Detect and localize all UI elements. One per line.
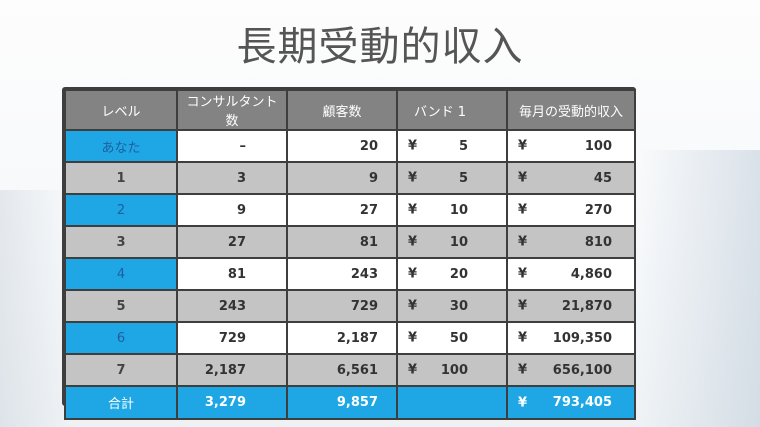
total-income-cell: ¥793,405 xyxy=(506,385,636,420)
consultants-cell: 27 xyxy=(176,225,288,259)
consultants-cell: – xyxy=(176,129,288,163)
level-cell: 7 xyxy=(64,353,178,387)
income-amount: 21,870 xyxy=(561,298,612,314)
yen-symbol: ¥ xyxy=(518,202,528,218)
band-cell: ¥10 xyxy=(396,193,508,227)
total-income-amount: 793,405 xyxy=(552,395,612,410)
table-row: あなた – 20 ¥5 ¥100 xyxy=(64,129,636,163)
consultants-cell: 81 xyxy=(176,257,288,291)
band-cell: ¥5 xyxy=(396,129,508,163)
band-amount: 5 xyxy=(458,138,468,154)
income-amount: 100 xyxy=(584,138,612,154)
consultants-cell: 729 xyxy=(176,321,288,355)
yen-symbol: ¥ xyxy=(408,138,418,154)
level-cell: 2 xyxy=(64,193,178,227)
total-label: 合計 xyxy=(64,385,178,420)
level-cell: あなた xyxy=(64,129,178,163)
band-amount: 100 xyxy=(440,362,468,378)
background-shade-right xyxy=(640,150,760,427)
band-amount: 5 xyxy=(458,170,468,186)
table-row: 4 81 243 ¥20 ¥4,860 xyxy=(64,257,636,291)
income-cell: ¥810 xyxy=(506,225,636,259)
customers-cell: 729 xyxy=(286,289,398,323)
income-cell: ¥4,860 xyxy=(506,257,636,291)
total-consultants: 3,279 xyxy=(176,385,288,420)
yen-symbol: ¥ xyxy=(518,266,528,282)
income-amount: 810 xyxy=(584,234,612,250)
consultants-cell: 2,187 xyxy=(176,353,288,387)
yen-symbol: ¥ xyxy=(518,330,528,346)
income-cell: ¥21,870 xyxy=(506,289,636,323)
total-band-empty xyxy=(396,385,508,420)
yen-symbol: ¥ xyxy=(408,202,418,218)
table-row: 1 3 9 ¥5 ¥45 xyxy=(64,161,636,195)
yen-symbol: ¥ xyxy=(518,138,528,154)
income-cell: ¥656,100 xyxy=(506,353,636,387)
table-row: 2 9 27 ¥10 ¥270 xyxy=(64,193,636,227)
consultants-cell: 243 xyxy=(176,289,288,323)
band-cell: ¥100 xyxy=(396,353,508,387)
customers-cell: 243 xyxy=(286,257,398,291)
background-shade-left xyxy=(0,190,70,427)
band-cell: ¥50 xyxy=(396,321,508,355)
level-cell: 3 xyxy=(64,225,178,259)
yen-symbol: ¥ xyxy=(408,330,418,346)
yen-symbol: ¥ xyxy=(518,362,528,378)
level-cell: 1 xyxy=(64,161,178,195)
level-cell: 5 xyxy=(64,289,178,323)
band-amount: 10 xyxy=(449,202,468,218)
band-amount: 30 xyxy=(449,298,468,314)
income-amount: 656,100 xyxy=(552,362,612,378)
customers-cell: 2,187 xyxy=(286,321,398,355)
band-cell: ¥30 xyxy=(396,289,508,323)
consultants-cell: 9 xyxy=(176,193,288,227)
header-band: バンド 1 xyxy=(396,89,508,131)
table-row: 5 243 729 ¥30 ¥21,870 xyxy=(64,289,636,323)
income-cell: ¥100 xyxy=(506,129,636,163)
table-header-row: レベル コンサルタント数 顧客数 バンド 1 毎月の受動的収入 xyxy=(64,89,636,131)
band-amount: 50 xyxy=(449,330,468,346)
yen-symbol: ¥ xyxy=(408,170,418,186)
yen-symbol: ¥ xyxy=(518,395,528,410)
customers-cell: 9 xyxy=(286,161,398,195)
income-cell: ¥109,350 xyxy=(506,321,636,355)
header-customers: 顧客数 xyxy=(286,89,398,131)
customers-cell: 81 xyxy=(286,225,398,259)
yen-symbol: ¥ xyxy=(408,234,418,250)
income-amount: 109,350 xyxy=(552,330,612,346)
band-cell: ¥5 xyxy=(396,161,508,195)
yen-symbol: ¥ xyxy=(408,362,418,378)
consultants-cell: 3 xyxy=(176,161,288,195)
band-amount: 10 xyxy=(449,234,468,250)
slide-title: 長期受動的収入 xyxy=(236,24,524,70)
band-amount: 20 xyxy=(449,266,468,282)
customers-cell: 6,561 xyxy=(286,353,398,387)
table-row: 7 2,187 6,561 ¥100 ¥656,100 xyxy=(64,353,636,387)
income-amount: 270 xyxy=(584,202,612,218)
customers-cell: 20 xyxy=(286,129,398,163)
income-amount: 45 xyxy=(593,170,612,186)
header-consultants: コンサルタント数 xyxy=(176,89,288,131)
income-table: レベル コンサルタント数 顧客数 バンド 1 毎月の受動的収入 あなた – 20… xyxy=(64,89,636,420)
yen-symbol: ¥ xyxy=(518,298,528,314)
yen-symbol: ¥ xyxy=(518,170,528,186)
level-cell: 6 xyxy=(64,321,178,355)
level-cell: 4 xyxy=(64,257,178,291)
income-table-container: レベル コンサルタント数 顧客数 バンド 1 毎月の受動的収入 あなた – 20… xyxy=(62,87,636,420)
yen-symbol: ¥ xyxy=(408,298,418,314)
header-level: レベル xyxy=(64,89,178,131)
total-row: 合計 3,279 9,857 ¥793,405 xyxy=(64,385,636,420)
yen-symbol: ¥ xyxy=(408,266,418,282)
yen-symbol: ¥ xyxy=(518,234,528,250)
band-cell: ¥20 xyxy=(396,257,508,291)
table-row: 6 729 2,187 ¥50 ¥109,350 xyxy=(64,321,636,355)
income-amount: 4,860 xyxy=(570,266,612,282)
table-row: 3 27 81 ¥10 ¥810 xyxy=(64,225,636,259)
income-cell: ¥270 xyxy=(506,193,636,227)
header-monthly-income: 毎月の受動的収入 xyxy=(506,89,636,131)
customers-cell: 27 xyxy=(286,193,398,227)
total-customers: 9,857 xyxy=(286,385,398,420)
income-cell: ¥45 xyxy=(506,161,636,195)
band-cell: ¥10 xyxy=(396,225,508,259)
